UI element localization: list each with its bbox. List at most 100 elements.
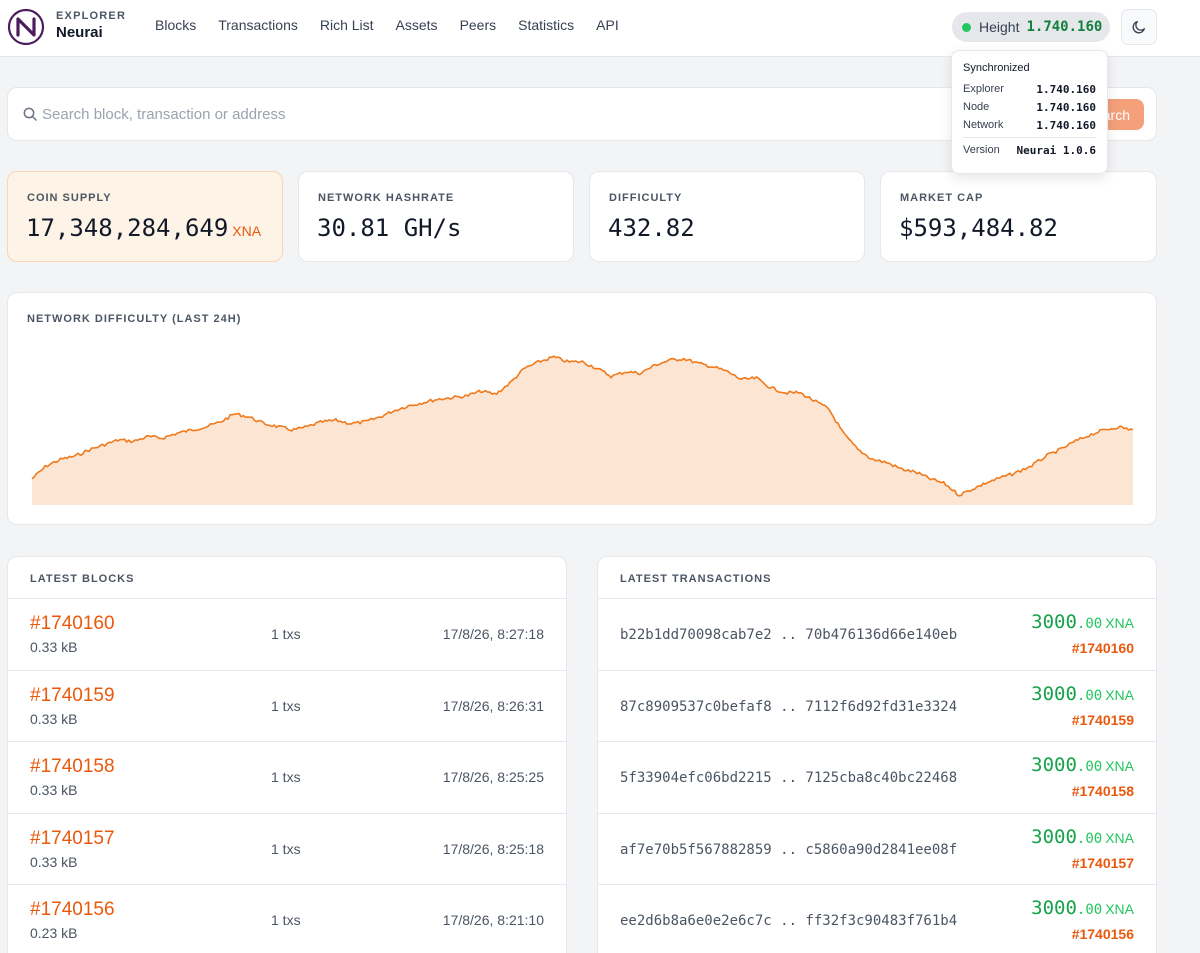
popover-divider: [963, 137, 1096, 138]
top-header: EXPLORER Neurai Blocks Transactions Rich…: [0, 0, 1200, 57]
latest-transactions-title: LATEST TRANSACTIONS: [620, 573, 772, 585]
block-size: 0.33 kB: [30, 782, 78, 798]
block-timestamp: 17/8/26, 8:25:18: [442, 840, 544, 857]
transaction-hash-link[interactable]: 87c8909537c0befaf8 .. 7112f6d92fd31e3324: [620, 698, 958, 715]
nav-statistics[interactable]: Statistics: [518, 17, 575, 33]
coin-supply-value: 17,348,284,649: [26, 214, 229, 242]
nav-peers[interactable]: Peers: [459, 17, 497, 33]
transaction-amount: 3000.00 XNA: [1031, 897, 1134, 919]
transaction-block-link[interactable]: #1740157: [1071, 854, 1134, 871]
amount-integer: 3000: [1031, 754, 1077, 776]
search-icon: [23, 107, 37, 121]
stat-market-cap: MARKET CAP $593,484.82: [880, 171, 1157, 262]
stat-value: 432.82: [608, 214, 695, 242]
amount-integer: 3000: [1031, 825, 1077, 848]
block-tx-count: 1 txs: [271, 769, 301, 785]
block-row[interactable]: #1740156 0.23 kB 1 txs 17/8/26, 8:21:10: [8, 884, 566, 953]
latest-transactions-card: LATEST TRANSACTIONS b22b1dd70098cab7e2 .…: [597, 556, 1157, 953]
latest-blocks-list: #1740160 0.33 kB 1 txs 17/8/26, 8:27:18 #174…: [8, 598, 566, 953]
transaction-block-link[interactable]: #1740156: [1071, 926, 1134, 942]
difficulty-chart-card: NETWORK DIFFICULTY (LAST 24H): [7, 292, 1157, 525]
stat-value: 17,348,284,649 XNA: [26, 214, 261, 242]
sync-row-label: Network: [963, 119, 1004, 131]
stat-coin-supply: COIN SUPPLY 17,348,284,649 XNA: [7, 171, 283, 262]
transaction-hash-link[interactable]: ee2d6b8a6e0e2e6c7c .. ff32f3c90483f761b4: [620, 913, 958, 929]
amount-currency: XNA: [1105, 615, 1134, 631]
transaction-row[interactable]: ee2d6b8a6e0e2e6c7c .. ff32f3c90483f761b4…: [598, 884, 1156, 953]
amount-decimal: .00: [1076, 902, 1103, 918]
amount-currency: XNA: [1105, 901, 1134, 917]
sync-row-version: Version Neurai 1.0.6: [963, 144, 1096, 157]
block-tx-count: 1 txs: [271, 697, 301, 714]
chart-series-line: [31, 355, 1134, 497]
block-tx-count: 1 txs: [271, 626, 301, 642]
transaction-hash-link[interactable]: b22b1dd70098cab7e2 .. 70b476136d66e140eb: [620, 627, 958, 643]
block-tx-count: 1 txs: [271, 840, 301, 857]
transaction-row[interactable]: 5f33904efc06bd2215 .. 7125cba8c40bc22468…: [598, 741, 1156, 813]
theme-toggle-button[interactable]: [1121, 9, 1157, 45]
transaction-hash-link[interactable]: af7e70b5f567882859 .. c5860a90d2841ee08f: [620, 841, 958, 858]
block-size: 0.33 kB: [30, 853, 78, 870]
transaction-hash-link[interactable]: 5f33904efc06bd2215 .. 7125cba8c40bc22468: [620, 770, 958, 786]
transaction-block-link[interactable]: #1740158: [1071, 783, 1134, 799]
nav-rich-list[interactable]: Rich List: [319, 17, 374, 33]
transaction-block-link[interactable]: #1740160: [1071, 640, 1134, 656]
sync-status-title: Synchronized: [963, 62, 1030, 74]
block-tx-count: 1 txs: [271, 912, 301, 928]
block-number-link[interactable]: #1740156: [30, 899, 115, 920]
sync-row-value: 1.740.160: [1036, 119, 1096, 132]
amount-currency: XNA: [1105, 829, 1134, 846]
sync-row-value: 1.740.160: [1036, 83, 1096, 96]
height-label: Height: [979, 19, 1020, 35]
search-input[interactable]: [42, 98, 1042, 130]
transaction-amount: 3000.00 XNA: [1031, 683, 1134, 705]
amount-decimal: .00: [1076, 687, 1103, 704]
nav-blocks[interactable]: Blocks: [155, 17, 197, 33]
stat-value: 30.81 GH/s: [317, 214, 462, 242]
transaction-row[interactable]: b22b1dd70098cab7e2 .. 70b476136d66e140eb…: [598, 598, 1156, 670]
main-nav: Blocks Transactions Rich List Assets Pee…: [144, 17, 630, 33]
block-row[interactable]: #1740157 0.33 kB 1 txs 17/8/26, 8:25:18: [8, 812, 566, 885]
stat-label: COIN SUPPLY: [27, 192, 112, 204]
block-timestamp: 17/8/26, 8:21:10: [442, 912, 544, 928]
version-label: Version: [963, 144, 1000, 156]
latest-blocks-card: LATEST BLOCKS #1740160 0.33 kB 1 txs 17/8/2…: [7, 556, 567, 953]
block-number-link[interactable]: #1740160: [30, 613, 115, 634]
nav-api[interactable]: API: [596, 17, 619, 33]
nav-transactions[interactable]: Transactions: [218, 17, 298, 33]
neurai-logo-icon[interactable]: [7, 8, 45, 46]
transaction-row[interactable]: 87c8909537c0befaf8 .. 7112f6d92fd31e3324…: [598, 669, 1156, 742]
transaction-block-link[interactable]: #1740159: [1071, 711, 1134, 728]
moon-icon: [1132, 21, 1145, 34]
amount-currency: XNA: [1105, 758, 1134, 774]
block-row[interactable]: #1740160 0.33 kB 1 txs 17/8/26, 8:27:18: [8, 598, 566, 670]
height-badge[interactable]: Height 1.740.160: [952, 12, 1110, 42]
sync-status-dot-icon: [962, 22, 971, 32]
nav-assets[interactable]: Assets: [395, 17, 438, 33]
sync-row-label: Explorer: [963, 83, 1004, 95]
block-timestamp: 17/8/26, 8:26:31: [442, 697, 544, 714]
brand-subtitle: EXPLORER: [56, 10, 127, 22]
stat-label: DIFFICULTY: [609, 192, 683, 204]
version-value: Neurai 1.0.6: [1016, 144, 1096, 157]
transaction-row[interactable]: af7e70b5f567882859 .. c5860a90d2841ee08f…: [598, 812, 1156, 885]
sync-row-value: 1.740.160: [1036, 101, 1096, 114]
block-number-link[interactable]: #1740158: [30, 756, 115, 777]
chart-area-fill: [32, 356, 1133, 505]
sync-row-explorer: Explorer 1.740.160: [963, 83, 1096, 96]
amount-integer: 3000: [1031, 682, 1077, 705]
sync-status-popover: Synchronized Explorer 1.740.160 Node 1.7…: [951, 50, 1108, 174]
difficulty-chart: [31, 355, 1134, 505]
brand-name[interactable]: Neurai: [56, 24, 103, 41]
stat-label: NETWORK HASHRATE: [318, 192, 455, 204]
sync-row-label: Node: [963, 101, 990, 113]
amount-decimal: .00: [1076, 830, 1103, 847]
block-number-link[interactable]: #1740157: [30, 827, 115, 849]
block-number-link[interactable]: #1740159: [30, 684, 115, 706]
block-row[interactable]: #1740159 0.33 kB 1 txs 17/8/26, 8:26:31: [8, 669, 566, 742]
block-row[interactable]: #1740158 0.33 kB 1 txs 17/8/26, 8:25:25: [8, 741, 566, 813]
amount-integer: 3000: [1031, 611, 1077, 633]
sync-row-node: Node 1.740.160: [963, 101, 1096, 114]
block-timestamp: 17/8/26, 8:27:18: [442, 626, 544, 642]
chart-title: NETWORK DIFFICULTY (LAST 24H): [27, 313, 242, 325]
